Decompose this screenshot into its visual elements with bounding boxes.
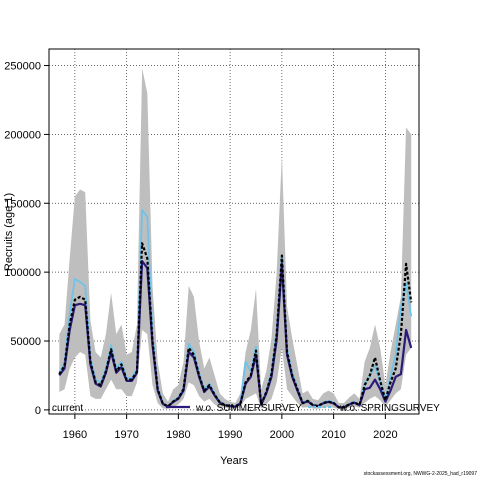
y-axis-title: Recruits (age 1) [3,193,15,271]
confidence-band-layer [59,68,412,410]
y-tick-label: 0 [35,405,41,417]
legend-label: w.o. SPRINGSURVEY [339,403,440,414]
x-axis-title: Years [220,455,248,467]
plot-frame [48,48,420,415]
x-tick-label: 1960 [63,429,87,441]
x-tick-label: 2020 [373,429,397,441]
x-tick-label: 2010 [321,429,345,441]
legend-label: current [52,403,83,414]
x-tick-label: 1990 [218,429,242,441]
y-tick-label: 200000 [4,129,41,141]
y-tick-label: 50000 [10,336,41,348]
x-tick-label: 1970 [114,429,138,441]
series-line-current [58,242,413,409]
series-layer [58,209,413,409]
y-tick-label: 250000 [4,61,41,73]
x-axis: 1960 1970 1980 1990 2000 2010 2020 [63,414,398,441]
x-tick-label: 2000 [270,429,294,441]
y-tick-label: 150000 [4,198,41,210]
y-axis: 0 50000 100000 150000 200000 250000 [4,61,49,417]
legend: current w.o. SUMMERSURVEY w.o. SPRINGSURVE… [52,403,440,414]
grid-lines [49,49,419,414]
confidence-band [59,68,412,410]
legend-label: w.o. SUMMERSURVEY [195,403,302,414]
x-tick-label: 1980 [166,429,190,441]
y-tick-label: 100000 [4,267,41,279]
footer-source: stockassessment.org, NWWG-2-2025_had_r19… [363,471,477,477]
